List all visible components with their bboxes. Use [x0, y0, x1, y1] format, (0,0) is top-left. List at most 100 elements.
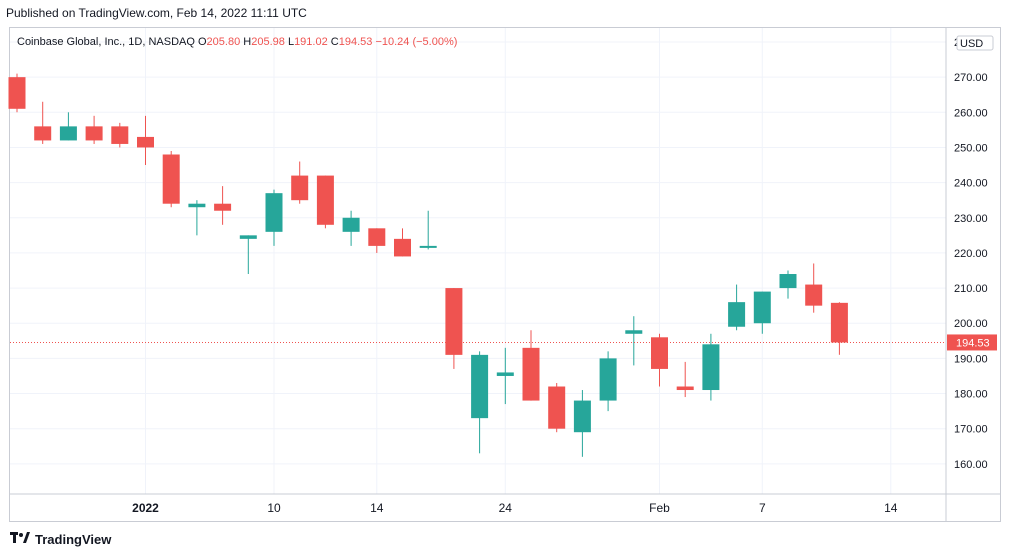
candle-body — [188, 203, 206, 208]
candle-body — [471, 354, 489, 419]
last-price-line: 194.53 — [10, 334, 997, 351]
candle-2021-12-31[interactable] — [111, 122, 129, 148]
candle-2022-02-01[interactable] — [651, 333, 668, 387]
y-tick-label: 170.00 — [954, 424, 988, 436]
candle-2022-01-04[interactable] — [162, 150, 180, 208]
candle-body — [599, 358, 617, 401]
ohlc-legend: Coinbase Global, Inc., 1D, NASDAQ O205.8… — [17, 36, 457, 48]
candle-2022-01-12[interactable] — [316, 175, 334, 229]
y-tick-label: 230.00 — [954, 213, 988, 225]
candle-body — [573, 400, 591, 433]
y-tick-label: 200.00 — [954, 318, 988, 330]
candle-2022-01-28[interactable] — [599, 351, 617, 412]
x-tick-label: Feb — [649, 501, 670, 515]
candle-2022-01-05[interactable] — [188, 200, 206, 236]
candle-2022-02-10[interactable] — [830, 302, 848, 355]
candle-body — [394, 238, 411, 257]
x-tick-label: 24 — [499, 501, 513, 515]
currency-label-box — [956, 35, 994, 51]
time-axis: 2022 10 14 24 Feb 7 14 — [132, 501, 898, 515]
candle-body — [111, 126, 129, 144]
published-caption: Published on TradingView.com, Feb 14, 20… — [6, 6, 307, 20]
candle-body — [805, 284, 823, 306]
candle-2022-01-07[interactable] — [239, 235, 257, 275]
brand-name: TradingView — [35, 532, 112, 547]
candle-2022-02-07[interactable] — [753, 291, 771, 334]
candle-body — [291, 175, 309, 201]
candle-2022-02-02[interactable] — [676, 361, 694, 398]
candle-body — [8, 77, 26, 109]
candle-2022-02-09[interactable] — [805, 263, 823, 313]
chart-frame — [9, 27, 1001, 522]
candle-body — [59, 126, 77, 141]
candle-body — [702, 344, 720, 391]
candle-body — [728, 302, 746, 327]
y-tick-label: 270.00 — [954, 72, 988, 84]
candle-2022-01-18[interactable] — [394, 228, 411, 257]
candle-2022-01-31[interactable] — [625, 316, 643, 366]
y-tick-label: 160.00 — [954, 459, 988, 471]
x-tick-label: 14 — [370, 501, 384, 515]
candle-2022-01-21[interactable] — [471, 351, 489, 454]
candle-body — [445, 288, 463, 355]
candle-2022-01-26[interactable] — [548, 382, 566, 433]
candle-body — [342, 217, 360, 232]
candle-body — [496, 372, 514, 376]
candle-body — [548, 386, 566, 429]
candle-2022-01-06[interactable] — [214, 186, 232, 225]
candle-body — [651, 337, 668, 369]
currency-label[interactable]: USD — [960, 38, 983, 50]
candle-2022-02-08[interactable] — [779, 270, 797, 299]
candle-body — [214, 203, 232, 211]
candle-2022-01-25[interactable] — [522, 330, 540, 401]
candle-body — [779, 274, 797, 289]
candle-2022-02-04[interactable] — [728, 284, 746, 331]
candle-2022-01-24[interactable] — [496, 347, 514, 405]
candle-body — [830, 302, 848, 343]
candle-body — [162, 154, 180, 204]
candle-body — [34, 126, 52, 141]
candle-body — [265, 193, 283, 232]
y-tick-label: 260.00 — [954, 107, 988, 119]
y-tick-label: 240.00 — [954, 178, 988, 190]
candle-2021-12-30[interactable] — [85, 115, 103, 144]
candle-body — [419, 245, 437, 248]
last-price-badge — [947, 334, 997, 351]
candle-body — [368, 228, 386, 246]
x-tick-label: 2022 — [132, 501, 159, 515]
candle-body — [316, 175, 334, 225]
y-tick-label: 210.00 — [954, 283, 988, 295]
candle-2022-01-19[interactable] — [419, 210, 437, 250]
footer-brand[interactable]: TradingView — [10, 532, 111, 547]
candle-body — [625, 330, 643, 334]
candle-body — [239, 235, 257, 239]
candle-2022-01-13[interactable] — [342, 210, 360, 246]
candle-2021-12-28[interactable] — [34, 101, 52, 144]
x-tick-label: 14 — [884, 501, 898, 515]
y-tick-label: 250.00 — [954, 142, 988, 154]
last-price-label: 194.53 — [956, 337, 990, 349]
y-tick-label: 190.00 — [954, 353, 988, 365]
candle-2022-02-03[interactable] — [702, 333, 720, 401]
grid-lines — [10, 28, 946, 494]
candle-2022-01-27[interactable] — [573, 390, 591, 457]
candles — [8, 73, 848, 457]
candle-2022-01-14[interactable] — [368, 228, 386, 253]
candle-body — [753, 291, 771, 324]
candlestick-chart[interactable]: 194.53 160.00 170.00 180.00 190.00 200.00 210… — [0, 0, 1012, 530]
candle-2022-01-11[interactable] — [291, 161, 309, 204]
candle-body — [522, 347, 540, 401]
candle-2022-01-20[interactable] — [445, 288, 463, 369]
candle-body — [137, 136, 154, 148]
candle-2022-01-10[interactable] — [265, 189, 283, 246]
y-tick-label: 220.00 — [954, 248, 988, 260]
x-tick-label: 10 — [267, 501, 281, 515]
candle-2021-12-27[interactable] — [8, 73, 26, 113]
tradingview-logo-icon — [10, 532, 30, 547]
y-tick-label: 180.00 — [954, 389, 988, 401]
candle-2021-12-29[interactable] — [59, 112, 77, 141]
price-axis: 160.00 170.00 180.00 190.00 200.00 210.00 220.… — [10, 28, 1000, 521]
candle-body — [85, 126, 103, 141]
candle-2022-01-03[interactable] — [137, 115, 154, 166]
x-tick-label: 7 — [759, 501, 766, 515]
